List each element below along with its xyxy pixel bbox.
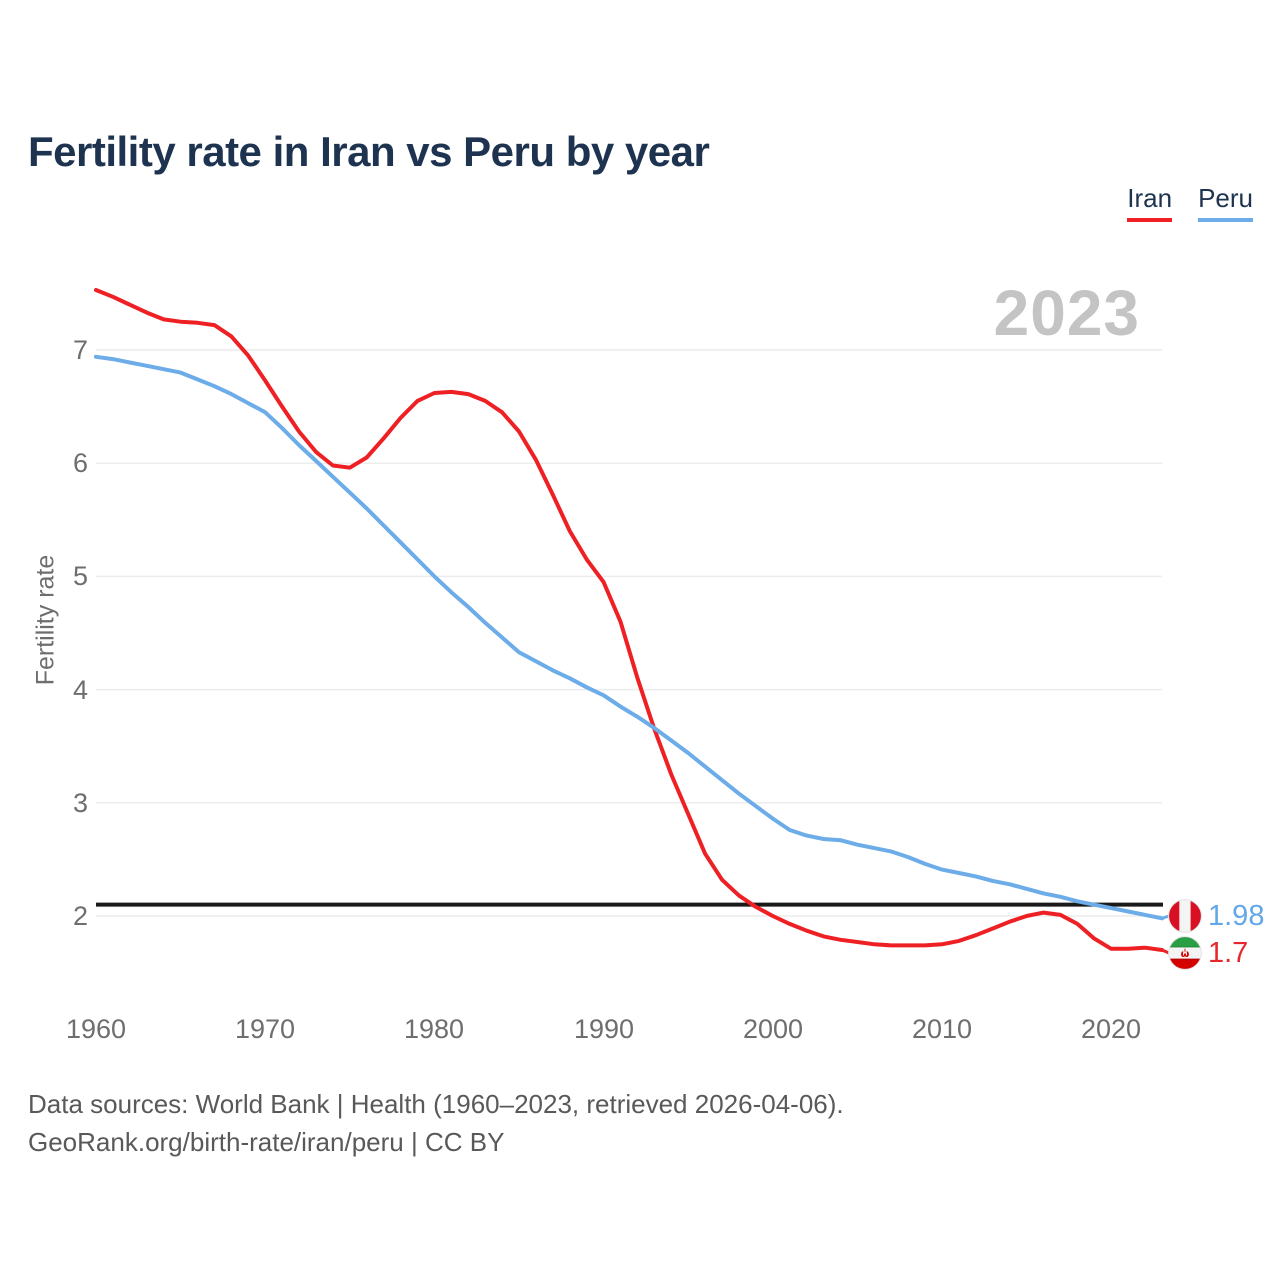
peru-flag-icon xyxy=(1168,899,1202,933)
page-title: Fertility rate in Iran vs Peru by year xyxy=(28,128,710,176)
y-tick-label: 3 xyxy=(72,788,88,818)
x-tick-label: 1960 xyxy=(65,1014,127,1044)
attribution-note: GeoRank.org/birth-rate/iran/peru | CC BY xyxy=(28,1127,505,1157)
x-tick-label: 2010 xyxy=(911,1014,973,1044)
watermark-year: 2023 xyxy=(993,277,1140,349)
x-tick-label: 2000 xyxy=(742,1014,804,1044)
x-tick-label: 2020 xyxy=(1080,1014,1142,1044)
legend: Iran Peru xyxy=(1127,184,1253,222)
y-tick-label: 6 xyxy=(72,448,88,478)
end-value-peru: 1.98 xyxy=(1208,900,1265,932)
iran-flag-icon: ω xyxy=(1168,936,1202,970)
end-connector xyxy=(1161,914,1170,920)
end-value-iran: 1.7 xyxy=(1208,937,1249,969)
series-line-iran[interactable] xyxy=(94,288,1164,952)
svg-text:ω: ω xyxy=(1181,949,1190,960)
end-connector xyxy=(1161,948,1170,955)
x-tick-label: 1970 xyxy=(234,1014,296,1044)
legend-item-iran[interactable]: Iran xyxy=(1127,184,1173,222)
legend-item-peru[interactable]: Peru xyxy=(1198,184,1253,222)
x-tick-label: 1990 xyxy=(573,1014,635,1044)
data-source-note: Data sources: World Bank | Health (1960–… xyxy=(28,1089,844,1119)
series-line-peru[interactable] xyxy=(94,354,1164,921)
y-tick-label: 7 xyxy=(72,335,88,365)
y-tick-label: 2 xyxy=(72,901,88,931)
y-tick-label: 4 xyxy=(72,675,88,705)
y-tick-label: 5 xyxy=(72,561,88,591)
x-tick-label: 1980 xyxy=(403,1014,465,1044)
